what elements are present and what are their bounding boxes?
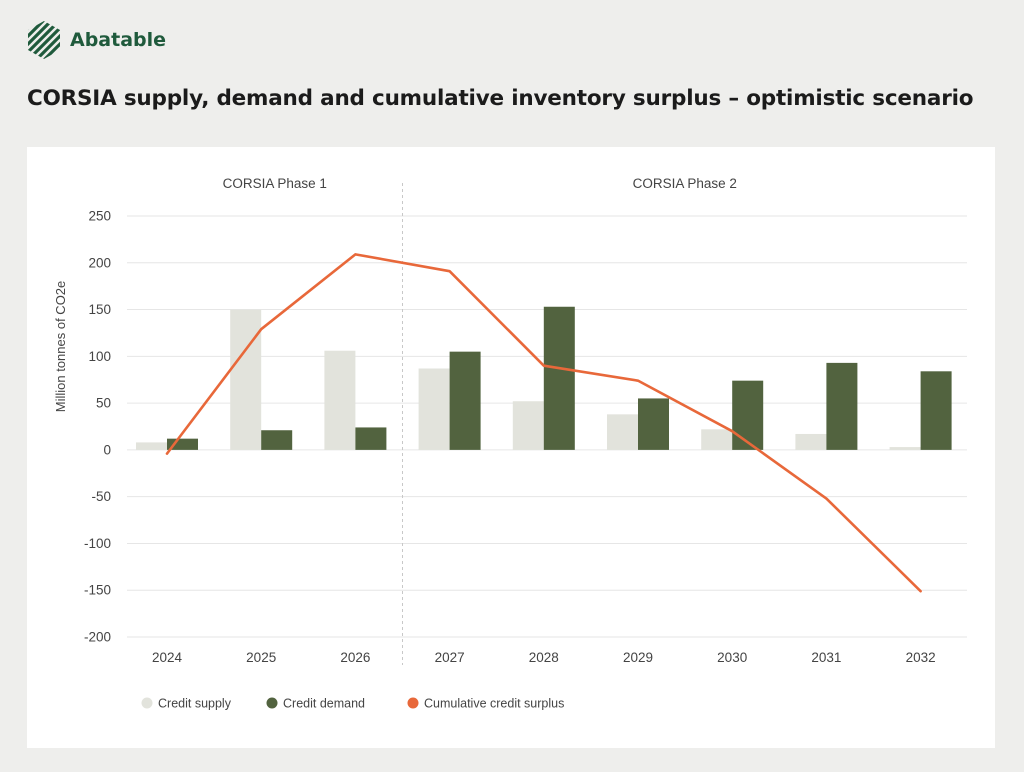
legend-marker <box>141 697 153 709</box>
chart: 250 200 150 100 50 0 -50 -100 -150 -200 Million to… <box>53 176 967 711</box>
y-tick-label: 100 <box>88 349 111 364</box>
abatable-logo-icon <box>28 21 60 59</box>
bar-credit-demand <box>355 427 387 450</box>
y-tick-label: 50 <box>96 396 111 411</box>
x-tick-label: 2029 <box>623 650 653 665</box>
phase-label: CORSIA Phase 1 <box>223 176 327 191</box>
y-tick-label: 250 <box>88 209 111 224</box>
legend-label: Credit supply <box>158 697 232 711</box>
bar-credit-supply <box>701 429 733 450</box>
x-tick-label: 2030 <box>717 650 747 665</box>
y-tick-label: -200 <box>84 630 111 645</box>
x-tick-label: 2026 <box>340 650 370 665</box>
bar-credit-demand <box>449 351 481 450</box>
bar-credit-supply <box>418 368 450 450</box>
x-tick-label: 2027 <box>435 650 465 665</box>
bar-credit-demand <box>920 371 952 450</box>
bar-credit-demand <box>261 430 293 450</box>
legend-marker <box>266 697 278 709</box>
x-tick-label: 2028 <box>529 650 559 665</box>
x-tick-label: 2032 <box>906 650 936 665</box>
legend-label: Credit demand <box>283 697 365 711</box>
page-title: CORSIA supply, demand and cumulative inv… <box>27 86 974 111</box>
bar-credit-supply <box>795 433 827 450</box>
bar-credit-demand <box>826 362 858 450</box>
bar-credit-supply <box>512 401 544 450</box>
phase-label: CORSIA Phase 2 <box>633 176 737 191</box>
legend-label: Cumulative credit surplus <box>424 697 564 711</box>
bar-credit-supply <box>136 442 167 450</box>
chart-card: 250 200 150 100 50 0 -50 -100 -150 -200 Million to… <box>27 147 995 748</box>
y-tick-label: 150 <box>88 302 111 317</box>
bar-credit-supply <box>889 447 921 450</box>
y-tick-label: -100 <box>84 536 111 551</box>
brand-name: Abatable <box>70 29 167 51</box>
y-axis-label: Million tonnes of CO2e <box>53 281 68 413</box>
y-tick-label: -150 <box>84 583 111 598</box>
bar-credit-demand <box>638 398 669 450</box>
x-tick-label: 2025 <box>246 650 276 665</box>
brand-logo: Abatable <box>26 20 166 60</box>
x-tick-label: 2024 <box>152 650 183 665</box>
y-tick-label: -50 <box>91 489 111 504</box>
x-tick-label: 2031 <box>811 650 841 665</box>
y-tick-label: 200 <box>88 255 111 270</box>
bar-credit-supply <box>324 350 356 450</box>
bar-credit-demand <box>167 438 198 450</box>
legend-marker <box>407 697 419 709</box>
y-tick-label: 0 <box>103 442 111 457</box>
bar-credit-demand <box>543 306 575 450</box>
bar-credit-supply <box>230 309 262 450</box>
bar-credit-supply <box>607 414 638 450</box>
bar-credit-demand <box>732 380 764 450</box>
